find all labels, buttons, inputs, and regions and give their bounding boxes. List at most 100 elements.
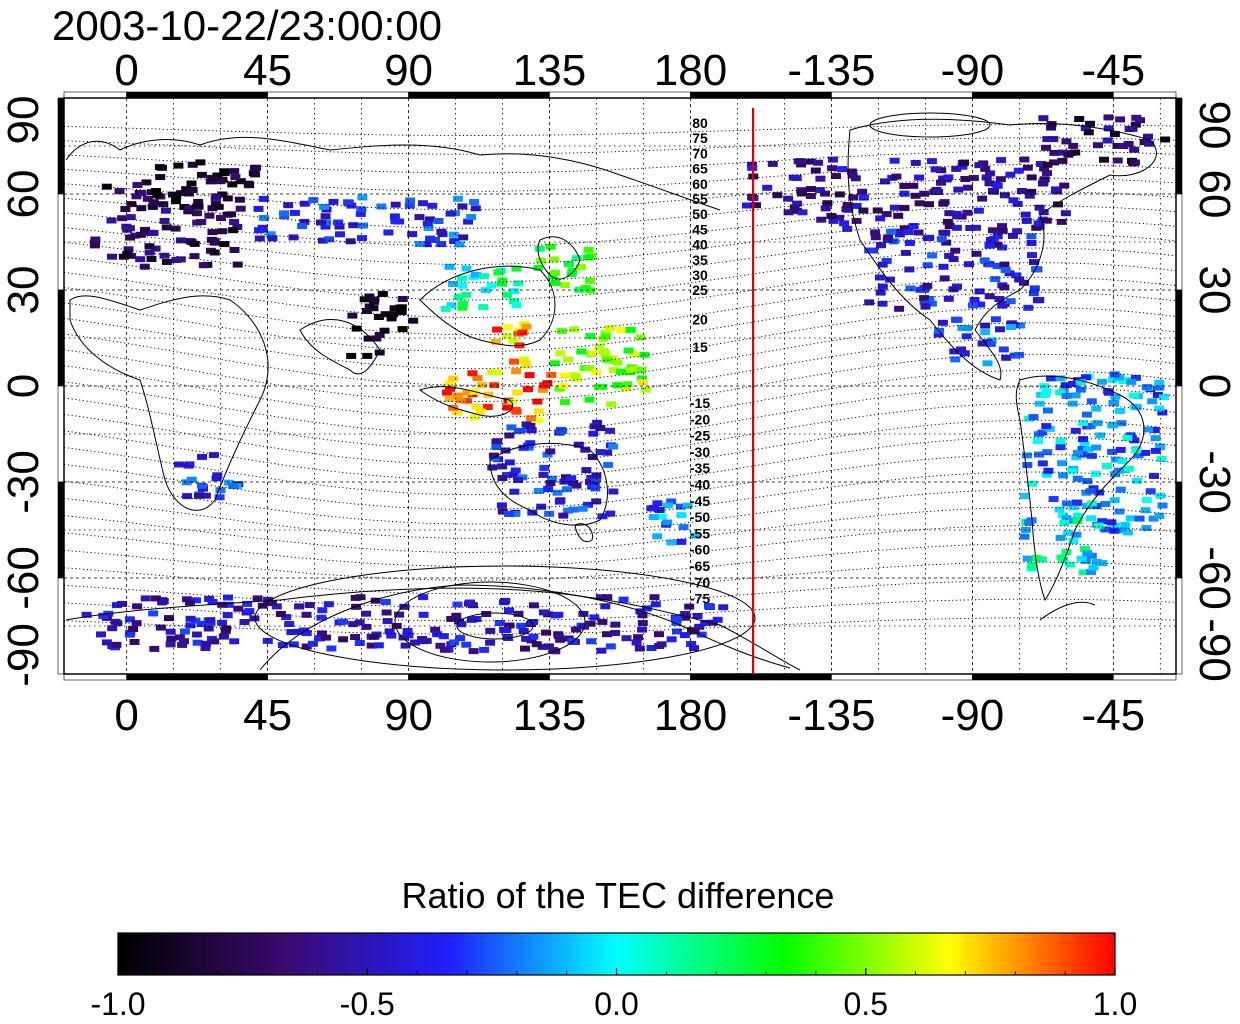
tec-cell — [438, 633, 449, 640]
tec-cell — [422, 220, 433, 227]
bottom-lon-label: -135 — [787, 691, 875, 740]
mlat-contour — [63, 247, 1177, 301]
tec-cell — [525, 440, 536, 447]
mlat-contour — [63, 205, 1177, 247]
tec-cell — [317, 237, 328, 244]
tec-cell — [682, 502, 693, 509]
tec-cell — [363, 335, 374, 342]
tec-cell — [389, 213, 400, 220]
bottom-axis-segment — [690, 673, 832, 681]
tec-cell — [267, 235, 278, 242]
tec-cell — [595, 594, 606, 601]
tec-cell — [472, 375, 483, 382]
tec-cell — [545, 448, 556, 455]
tec-cell — [571, 626, 581, 633]
tec-cell — [654, 643, 665, 649]
tec-cell — [1085, 120, 1095, 127]
right-axis-segment — [1175, 193, 1183, 291]
tec-cell — [608, 488, 619, 495]
tec-cell — [304, 602, 315, 609]
tec-cell — [346, 352, 357, 359]
tec-cell — [481, 611, 492, 617]
tec-cell — [400, 642, 411, 649]
tec-cell — [389, 305, 400, 312]
tec-cell — [218, 633, 229, 640]
tec-cell — [543, 486, 554, 492]
tec-cell — [997, 302, 1008, 309]
bottom-axis-segment — [267, 673, 409, 681]
tec-cell — [1054, 506, 1065, 513]
tec-cell — [201, 640, 212, 647]
tec-cell — [1059, 520, 1070, 526]
tec-cell — [407, 231, 418, 238]
tec-cell — [361, 623, 372, 630]
tec-cell — [408, 317, 419, 324]
tec-cell — [317, 607, 328, 614]
tec-cell — [566, 271, 577, 278]
tec-cell — [539, 464, 550, 471]
tec-cell — [492, 326, 503, 333]
tec-cell — [1097, 518, 1108, 525]
tec-cell — [539, 382, 550, 389]
tec-cell — [186, 180, 197, 187]
tec-cell — [985, 340, 996, 347]
tec-cell — [1015, 322, 1026, 329]
tec-cell — [518, 356, 529, 363]
tec-cell — [509, 488, 520, 495]
tec-cell — [635, 608, 646, 615]
tec-cell — [195, 159, 206, 166]
tec-cell — [184, 190, 194, 197]
right-latitude-axis: 90 60 30 0 -30 -60 -90 — [1175, 97, 1239, 682]
tec-cell — [1024, 192, 1035, 199]
tec-cell — [1039, 165, 1050, 172]
tec-cell — [827, 165, 838, 172]
tec-cell — [543, 643, 554, 650]
tec-cell — [1127, 125, 1138, 132]
tec-cell — [985, 237, 996, 243]
tec-cell — [547, 273, 558, 280]
tec-cell — [1109, 527, 1120, 534]
mlat-contour — [63, 276, 1177, 336]
tec-cell — [1005, 171, 1016, 178]
tec-cell — [1091, 444, 1102, 451]
right-lat-label: 60 — [1190, 170, 1239, 219]
tec-cell — [350, 594, 361, 601]
tec-cell — [999, 192, 1010, 199]
tec-cell — [316, 219, 326, 226]
tec-cell — [321, 634, 332, 641]
tec-cell — [1019, 156, 1030, 163]
tec-cell — [455, 397, 466, 404]
tec-cell — [1155, 492, 1166, 499]
tec-cell — [1086, 515, 1096, 522]
tec-cell — [1074, 116, 1085, 122]
tec-cell — [1091, 558, 1102, 565]
tec-cell — [107, 625, 118, 632]
left-axis-segment — [57, 289, 65, 387]
tec-cell — [587, 350, 598, 357]
south-pole-contour — [394, 581, 586, 663]
tec-cell — [197, 453, 207, 460]
tec-cell — [1012, 228, 1023, 235]
tec-cell — [338, 636, 349, 643]
mlat-contour — [63, 337, 1177, 403]
tec-cell — [1075, 379, 1086, 386]
tec-cell — [511, 368, 522, 375]
tec-cell — [612, 359, 623, 366]
tec-cell — [89, 242, 100, 249]
mlat-label: 55 — [692, 191, 708, 207]
mlat-label: -50 — [690, 509, 710, 525]
tec-cell — [366, 642, 377, 649]
tec-cell — [1020, 493, 1030, 499]
tec-cell — [358, 222, 369, 229]
tec-cell — [1078, 569, 1089, 576]
tec-cell — [136, 205, 147, 212]
tec-cell — [1022, 164, 1033, 171]
tec-cell — [1068, 538, 1079, 545]
tec-cell — [490, 338, 501, 345]
tec-cell — [788, 174, 799, 181]
tec-cell — [164, 615, 174, 622]
tec-cell — [1129, 146, 1140, 153]
tec-cell — [571, 255, 582, 262]
tec-cell — [820, 190, 831, 197]
tec-cell — [637, 379, 648, 385]
